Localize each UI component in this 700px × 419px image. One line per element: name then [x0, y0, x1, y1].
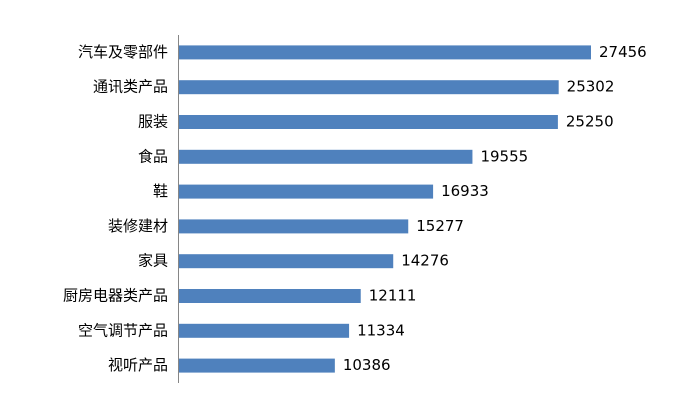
value-label: 12111: [369, 287, 417, 305]
category-label: 家具: [138, 252, 168, 270]
bar: [179, 289, 361, 303]
category-label: 视听产品: [108, 356, 168, 374]
bar: [179, 80, 559, 95]
category-label: 空气调节产品: [78, 321, 168, 339]
value-label: 25302: [567, 78, 615, 96]
value-label: 19555: [480, 147, 528, 165]
value-label: 25250: [566, 113, 614, 131]
category-label: 食品: [138, 147, 168, 165]
category-label: 装修建材: [108, 217, 168, 235]
value-label: 10386: [343, 356, 391, 374]
value-label: 16933: [441, 182, 489, 200]
category-label: 厨房电器类产品: [63, 287, 168, 305]
category-label: 通讯类产品: [93, 78, 168, 96]
bar: [179, 219, 409, 234]
category-label: 服装: [138, 113, 168, 131]
bar: [179, 45, 591, 60]
bar: [179, 254, 394, 269]
value-label: 11334: [357, 321, 405, 339]
value-label: 14276: [401, 252, 449, 270]
bar: [179, 184, 434, 199]
value-label: 27456: [599, 43, 647, 61]
value-label: 15277: [416, 217, 464, 235]
category-label: 鞋: [153, 182, 168, 200]
bar: [179, 323, 350, 338]
bar: [179, 149, 473, 164]
bar: [179, 358, 335, 373]
bar: [179, 115, 558, 129]
category-label: 汽车及零部件: [78, 43, 168, 61]
